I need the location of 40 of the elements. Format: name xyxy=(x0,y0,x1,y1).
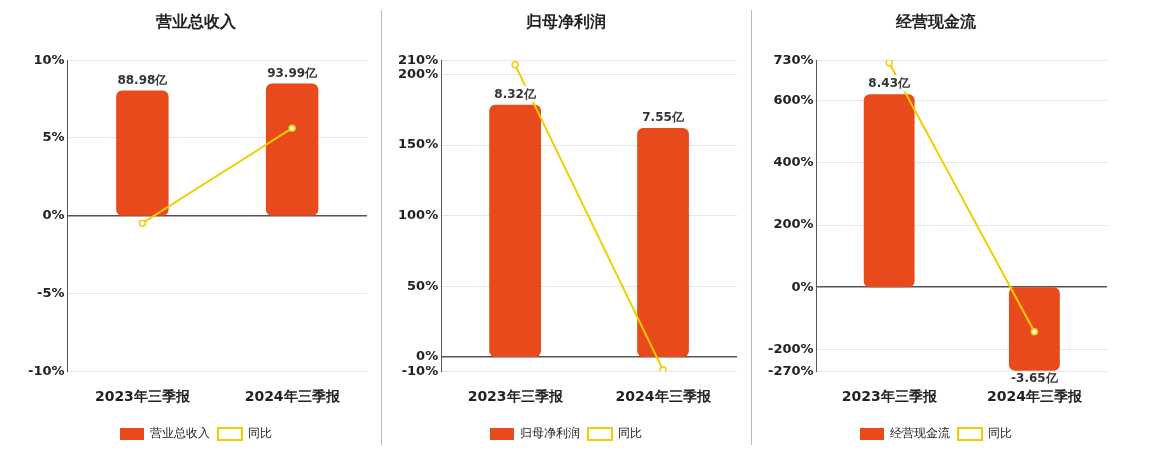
y-tick-label: 600% xyxy=(773,92,814,107)
y-tick-label: 400% xyxy=(773,154,814,170)
data-label: 93.99亿 xyxy=(267,65,319,80)
y-tick-label: -10% xyxy=(401,362,439,378)
chart-title: 营业总收入 xyxy=(155,11,237,31)
legend-label: 同比 xyxy=(248,426,272,441)
x-tick-label: 2024年三季报 xyxy=(615,388,712,405)
y-tick-label: 10% xyxy=(33,51,65,67)
data-label: -3.65亿 xyxy=(1011,370,1059,385)
legend-label: 经营现金流 xyxy=(890,426,950,441)
y-tick-label: 200% xyxy=(773,216,814,232)
data-label: 8.32亿 xyxy=(494,86,537,101)
chart-title: 经营现金流 xyxy=(895,11,977,31)
y-tick-label: 0% xyxy=(416,348,439,364)
x-tick-label: 2023年三季报 xyxy=(841,388,938,405)
legend-label: 同比 xyxy=(988,426,1012,441)
x-tick-label: 2024年三季报 xyxy=(244,388,341,405)
y-tick-label: 730% xyxy=(773,51,814,67)
data-label: 7.55亿 xyxy=(642,110,685,125)
x-tick-label: 2023年三季报 xyxy=(467,388,564,405)
y-tick-label: -5% xyxy=(37,284,65,300)
data-label: 8.43亿 xyxy=(868,76,911,91)
y-tick-label: 150% xyxy=(397,136,439,152)
y-tick-label: 0% xyxy=(791,278,814,294)
y-tick-label: 0% xyxy=(42,207,65,223)
legend-label: 同比 xyxy=(618,426,642,441)
y-tick-label: 50% xyxy=(407,277,439,293)
y-tick-label: 5% xyxy=(42,129,65,145)
y-tick-label: -10% xyxy=(28,362,65,378)
y-tick-label: -200% xyxy=(767,340,814,356)
legend-label: 归母净利润 xyxy=(520,426,580,441)
x-tick-label: 2023年三季报 xyxy=(94,388,191,405)
y-tick-label: 100% xyxy=(397,207,439,223)
data-label: 88.98亿 xyxy=(117,72,169,87)
y-tick-label: -270% xyxy=(767,362,814,378)
chart-title: 归母净利润 xyxy=(525,11,606,31)
legend-label: 营业总收入 xyxy=(150,426,210,441)
x-tick-label: 2024年三季报 xyxy=(986,388,1083,405)
y-tick-label: 200% xyxy=(397,65,439,81)
y-tick-label: 210% xyxy=(397,51,439,67)
